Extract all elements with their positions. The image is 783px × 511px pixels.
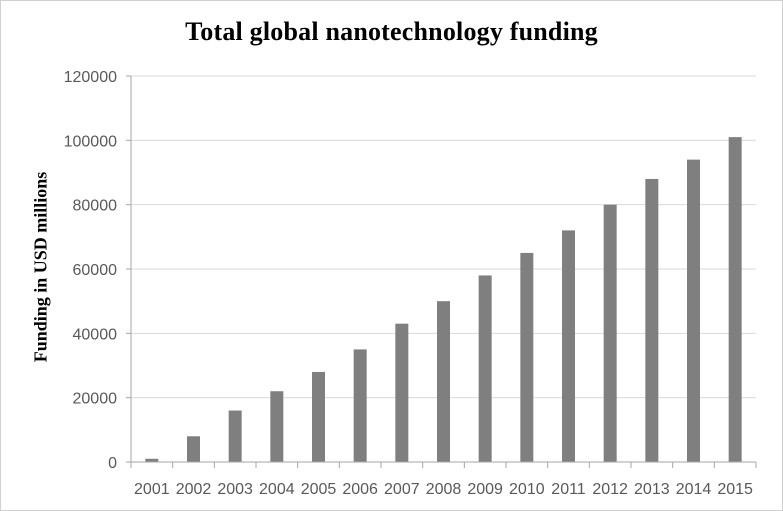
- y-tick-label: 20000: [73, 391, 118, 408]
- bar-2007: [395, 323, 409, 462]
- x-tick-label: 2012: [592, 481, 628, 498]
- bar-2011: [562, 230, 575, 462]
- x-tick-label: 2010: [509, 481, 545, 498]
- x-tick-label: 2004: [259, 481, 295, 498]
- x-tick-label: 2015: [717, 481, 753, 498]
- x-tick-label: 2002: [176, 481, 212, 498]
- bar-2015: [728, 137, 742, 462]
- y-tick-label: 60000: [73, 262, 118, 279]
- x-tick-label: 2007: [384, 481, 420, 498]
- y-tick-label: 0: [108, 455, 117, 472]
- y-tick-label: 80000: [73, 198, 118, 215]
- bar-2010: [520, 252, 534, 462]
- x-tick-label: 2009: [467, 481, 503, 498]
- x-tick-label: 2014: [676, 481, 712, 498]
- chart-title: Total global nanotechnology funding: [185, 17, 598, 46]
- x-tick-label: 2001: [134, 481, 170, 498]
- bar-2013: [645, 178, 659, 462]
- y-tick-label: 100000: [64, 133, 117, 150]
- bar-2004: [270, 391, 284, 462]
- x-tick-label: 2003: [217, 481, 253, 498]
- x-tick-label: 2008: [426, 481, 462, 498]
- bar-2001: [145, 458, 159, 462]
- bar-2012: [603, 204, 617, 462]
- x-tick-label: 2006: [342, 481, 378, 498]
- bar-2003: [228, 410, 242, 462]
- y-tick-label: 120000: [64, 69, 117, 86]
- bar-2008: [437, 301, 450, 462]
- x-tick-label: 2011: [551, 481, 586, 498]
- bar-2014: [687, 159, 700, 462]
- bar-2006: [353, 349, 367, 462]
- x-tick-label: 2013: [634, 481, 670, 498]
- bar-2009: [478, 275, 492, 462]
- y-tick-label: 40000: [73, 326, 118, 343]
- bar-2005: [312, 371, 325, 462]
- x-tick-label: 2005: [301, 481, 337, 498]
- bar-2002: [187, 436, 200, 462]
